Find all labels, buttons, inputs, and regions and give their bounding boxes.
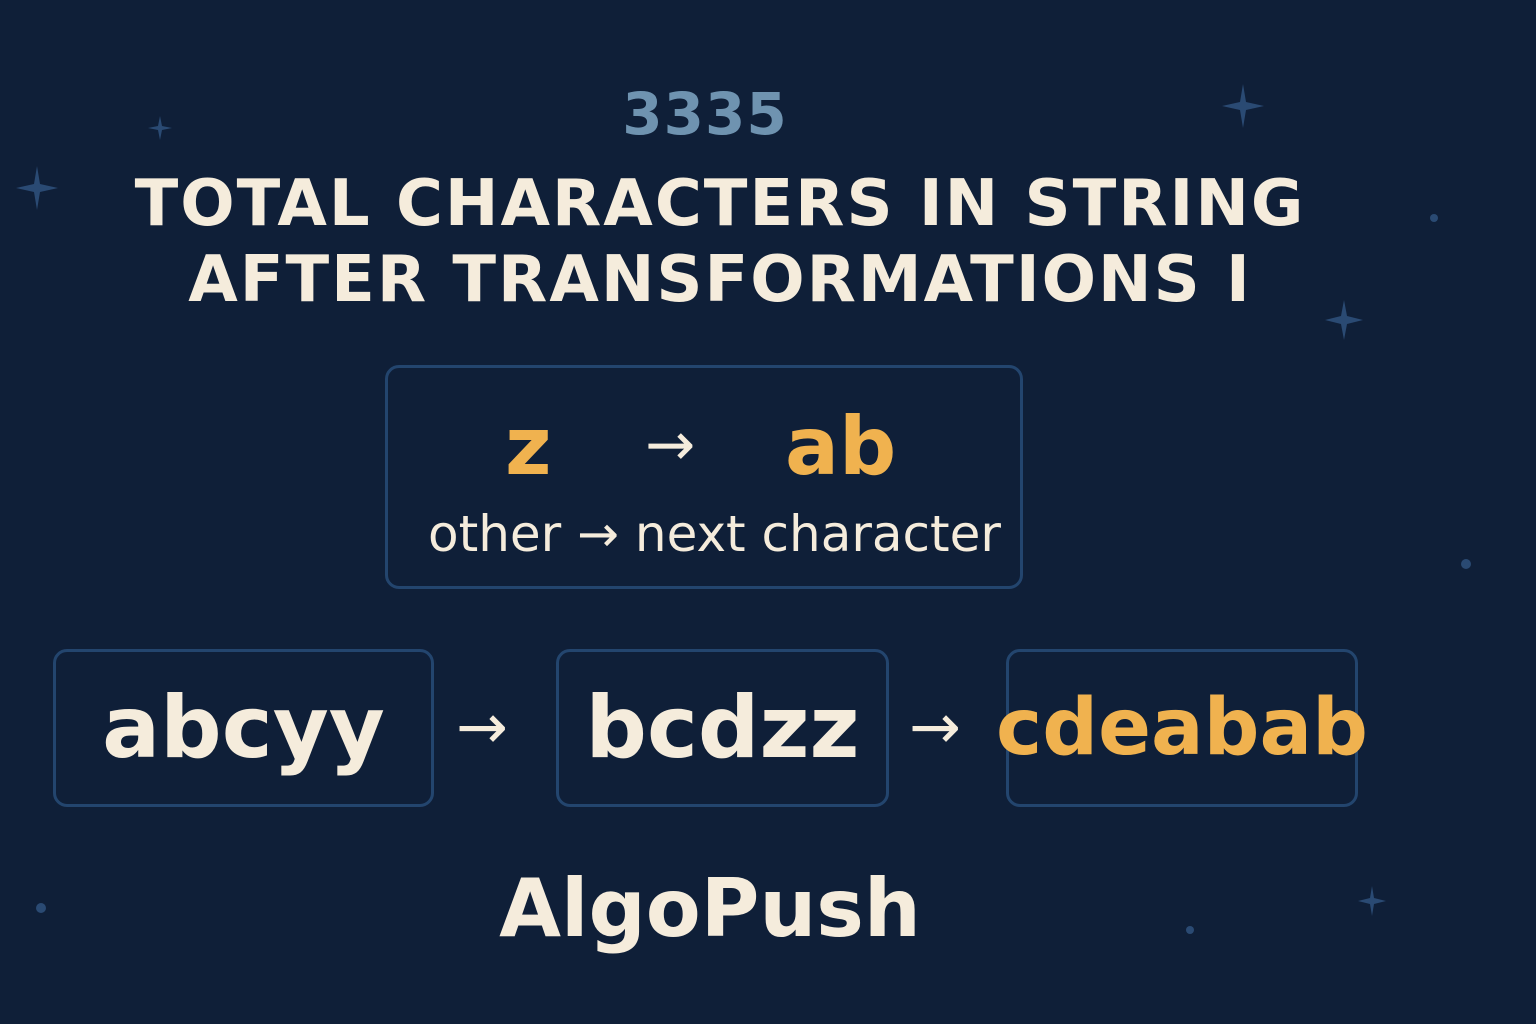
sparkle-icon — [16, 166, 58, 210]
rule-arrow-icon: → — [645, 410, 696, 480]
sparkle-icon — [1358, 886, 1386, 916]
dot-icon — [1461, 559, 1471, 569]
rule-other: other → next character — [428, 505, 1001, 563]
rule-box — [385, 365, 1023, 589]
title-line-1: TOTAL CHARACTERS IN STRING — [134, 167, 1306, 241]
page-title: TOTAL CHARACTERS IN STRING AFTER TRANSFO… — [0, 166, 1440, 318]
brand-logo: AlgoPush — [499, 862, 921, 955]
sparkle-icon — [148, 116, 172, 140]
step-box-1: abcyy — [53, 649, 434, 807]
sparkle-icon — [1222, 84, 1264, 128]
rule-to: ab — [785, 400, 897, 493]
rule-from: z — [505, 400, 552, 493]
dot-icon — [36, 903, 46, 913]
dot-icon — [1430, 214, 1438, 222]
step-box-3: cdeabab — [996, 649, 1368, 807]
step-box-2: bcdzz — [556, 649, 889, 807]
dot-icon — [1186, 926, 1194, 934]
step-arrow-icon: → — [909, 690, 961, 763]
problem-number: 3335 — [622, 80, 788, 148]
title-line-2: AFTER TRANSFORMATIONS I — [188, 243, 1252, 317]
step-arrow-icon: → — [456, 690, 508, 763]
sparkle-icon — [1325, 300, 1363, 340]
